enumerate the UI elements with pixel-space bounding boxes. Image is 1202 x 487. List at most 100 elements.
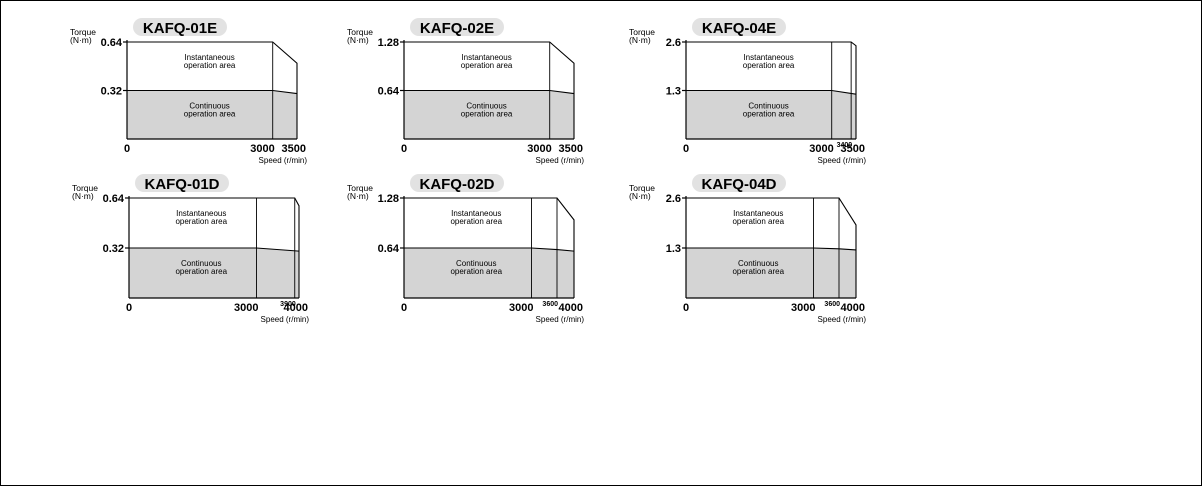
chart-title: KAFQ-01D <box>144 176 219 193</box>
continuous-area-label: operation area <box>732 267 784 276</box>
x-tick-label: 4000 <box>284 302 308 314</box>
continuous-area-label: Continuous <box>748 102 788 111</box>
y-axis-label: (N·m) <box>347 191 369 201</box>
x-axis-label: Speed (r/min) <box>818 315 867 324</box>
instantaneous-area-label: operation area <box>175 217 227 226</box>
x-axis-label: Speed (r/min) <box>536 156 585 165</box>
x-tick-label: 3000 <box>509 302 533 314</box>
continuous-area-label: operation area <box>461 110 513 119</box>
instantaneous-area-label: Instantaneous <box>176 209 226 218</box>
instantaneous-area-label: operation area <box>450 217 502 226</box>
chart-title: KAFQ-04D <box>701 176 776 193</box>
x-tick-label: 0 <box>683 302 689 314</box>
instantaneous-area-label: Instantaneous <box>461 53 511 62</box>
y-tick-label: 1.28 <box>378 37 399 49</box>
y-tick-label: 0.64 <box>378 86 400 98</box>
instantaneous-area-label: Instantaneous <box>184 53 234 62</box>
x-axis-label: Speed (r/min) <box>536 315 585 324</box>
x-tick-label: 3500 <box>282 143 306 155</box>
chart-panel-kafq-04d: KAFQ-04D 2.6 1.3 Torque(N·m) 0 3000 3600 4000Sp… <box>629 174 866 324</box>
x-tick-label: 3600 <box>542 301 558 308</box>
continuous-area-label: Continuous <box>466 102 506 111</box>
chart-title-background <box>410 174 504 192</box>
y-tick-label: 1.3 <box>666 243 681 255</box>
x-axis-label: Speed (r/min) <box>818 156 867 165</box>
x-tick-label: 3000 <box>809 143 833 155</box>
continuous-area-label: operation area <box>743 110 795 119</box>
instantaneous-area-label: operation area <box>743 61 795 70</box>
y-axis-label: Torque <box>347 183 373 193</box>
continuous-area-label: Continuous <box>456 259 496 268</box>
x-tick-label: 3000 <box>527 143 551 155</box>
chart-panel-kafq-02d: KAFQ-02D 1.28 0.64 Torque(N·m) 0 3000 3600 4000… <box>347 174 584 324</box>
chart-title-background <box>692 18 786 36</box>
instantaneous-torque-line <box>127 41 298 139</box>
x-tick-label: 3000 <box>234 302 258 314</box>
chart-title-background <box>692 174 786 192</box>
y-axis-label: Torque <box>629 183 655 193</box>
y-axis-label: (N·m) <box>347 35 369 45</box>
continuous-torque-line <box>686 247 857 251</box>
x-tick-label: 3600 <box>824 301 840 308</box>
y-tick-label: 0.64 <box>101 37 123 49</box>
instantaneous-torque-line <box>404 41 575 139</box>
continuous-area-label: operation area <box>175 267 227 276</box>
continuous-operation-area <box>686 90 856 139</box>
x-tick-label: 3400 <box>837 142 853 149</box>
chart-title-background <box>133 18 227 36</box>
chart-title-background <box>135 174 229 192</box>
continuous-operation-area <box>404 90 574 139</box>
y-axis-label: (N·m) <box>629 191 651 201</box>
x-tick-label: 3000 <box>250 143 274 155</box>
instantaneous-area-label: Instantaneous <box>743 53 793 62</box>
chart-title: KAFQ-02E <box>420 20 494 37</box>
instantaneous-area-label: operation area <box>732 217 784 226</box>
chart-title: KAFQ-04E <box>702 20 776 37</box>
instantaneous-area-label: operation area <box>184 61 236 70</box>
y-tick-label: 0.32 <box>103 243 124 255</box>
y-axis-label: Torque <box>629 27 655 37</box>
y-tick-label: 0.64 <box>378 243 400 255</box>
chart-panel-kafq-02e: KAFQ-02E 1.28 0.64 Torque(N·m) 0 3000 3500Spee… <box>347 18 584 165</box>
x-tick-label: 3500 <box>559 143 583 155</box>
y-tick-label: 0.64 <box>103 193 125 205</box>
x-axis-label: Speed (r/min) <box>261 315 310 324</box>
chart-title: KAFQ-02D <box>419 176 494 193</box>
chart-panel-kafq-04e: KAFQ-04E 2.6 1.3 Torque(N·m) 0 3000 34003500Sp… <box>629 18 866 165</box>
chart-panel-kafq-01e: KAFQ-01E 0.64 0.32 Torque(N·m) 0 3000 3500Spee… <box>70 18 307 165</box>
x-tick-label: 3500 <box>841 143 865 155</box>
instantaneous-area-label: operation area <box>461 61 513 70</box>
chart-panel-kafq-01d: KAFQ-01D 0.64 0.32 Torque(N·m) 0 3000 39004000… <box>72 174 309 324</box>
instantaneous-area-label: Instantaneous <box>733 209 783 218</box>
y-tick-label: 0.32 <box>101 86 122 98</box>
instantaneous-area-label: Instantaneous <box>451 209 501 218</box>
x-tick-label: 0 <box>683 143 689 155</box>
y-tick-label: 2.6 <box>666 37 681 49</box>
y-tick-label: 1.28 <box>378 193 399 205</box>
chart-title-background <box>410 18 504 36</box>
x-tick-label: 0 <box>401 143 407 155</box>
x-tick-label: 3000 <box>791 302 815 314</box>
continuous-area-label: operation area <box>450 267 502 276</box>
continuous-area-label: operation area <box>184 110 236 119</box>
y-axis-label: (N·m) <box>72 191 94 201</box>
continuous-torque-line <box>404 247 575 252</box>
x-tick-label: 0 <box>124 143 130 155</box>
x-tick-label: 0 <box>126 302 132 314</box>
continuous-area-label: Continuous <box>181 259 221 268</box>
y-axis-label: Torque <box>72 183 98 193</box>
y-axis-label: Torque <box>70 27 96 37</box>
y-axis-label: (N·m) <box>629 35 651 45</box>
y-axis-label: (N·m) <box>70 35 92 45</box>
x-axis-label: Speed (r/min) <box>259 156 308 165</box>
continuous-operation-area <box>127 90 297 139</box>
x-tick-label: 0 <box>401 302 407 314</box>
y-axis-label: Torque <box>347 27 373 37</box>
y-tick-label: 2.6 <box>666 193 681 205</box>
y-tick-label: 1.3 <box>666 86 681 98</box>
continuous-area-label: Continuous <box>738 259 778 268</box>
x-tick-label: 4000 <box>841 302 865 314</box>
continuous-area-label: Continuous <box>189 102 229 111</box>
